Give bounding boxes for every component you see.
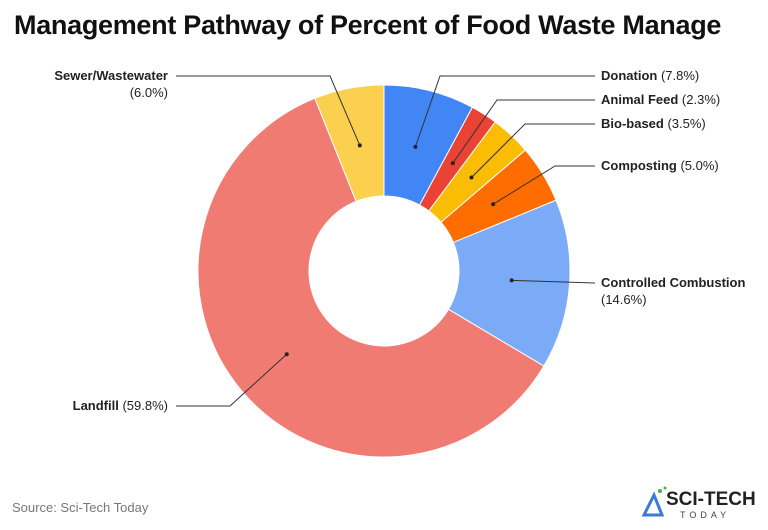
leader-line-composting: [492, 165, 595, 205]
leader-line-controlled-combustion: [511, 279, 596, 284]
label-value: (59.8%): [122, 398, 168, 413]
leader-line-bio-based: [471, 123, 595, 178]
label-name: Bio-based: [601, 116, 667, 131]
leader-dot-composting: [491, 202, 496, 207]
leader-dot-animal-feed: [450, 161, 455, 166]
leader-line-donation: [414, 75, 595, 148]
leader-line-landfill: [176, 353, 288, 407]
label-bio-based: Bio-based (3.5%): [601, 116, 706, 131]
label-name: Controlled Combustion: [601, 275, 745, 290]
slice-landfill: [197, 97, 545, 458]
label-name: Composting: [601, 158, 680, 173]
label-controlled-combustion: Controlled Combustion (14.6%): [601, 275, 745, 307]
sci-tech-today-logo: SCI-TECH TODAY: [641, 486, 756, 520]
slice-sewer-wastewater: [314, 84, 385, 203]
logo-text: SCI-TECH: [666, 489, 756, 510]
leader-line-sewer-wastewater: [176, 75, 361, 146]
leader-dot-bio-based: [469, 175, 474, 180]
leader-line-animal-feed: [452, 99, 595, 164]
chart-title: Management Pathway of Percent of Food Wa…: [14, 10, 722, 40]
label-value: (6.0%): [130, 85, 168, 100]
leader-dot-controlled-combustion: [509, 278, 514, 283]
label-value: (2.3%): [682, 92, 720, 107]
label-composting: Composting (5.0%): [601, 158, 719, 173]
label-name: Donation: [601, 68, 661, 83]
label-value: (14.6%): [601, 292, 647, 307]
logo-icon: [641, 491, 665, 517]
label-animal-feed: Animal Feed (2.3%): [601, 92, 720, 107]
label-value: (5.0%): [680, 158, 718, 173]
label-name: Sewer/Wastewater: [54, 68, 168, 83]
leader-dot-landfill: [284, 352, 289, 357]
leader-dot-donation: [413, 144, 418, 149]
label-value: (3.5%): [667, 116, 705, 131]
label-name: Landfill: [73, 398, 123, 413]
label-landfill: Landfill (59.8%): [73, 398, 168, 413]
slice-controlled-combustion: [447, 199, 571, 367]
label-sewer-wastewater: Sewer/Wastewater (6.0%): [54, 68, 168, 100]
leader-dot-sewer-wastewater: [357, 143, 362, 148]
source-note: Source: Sci-Tech Today: [12, 500, 149, 515]
label-value: (7.8%): [661, 68, 699, 83]
logo-subtext: TODAY: [680, 510, 730, 520]
label-name: Animal Feed: [601, 92, 682, 107]
label-donation: Donation (7.8%): [601, 68, 699, 83]
